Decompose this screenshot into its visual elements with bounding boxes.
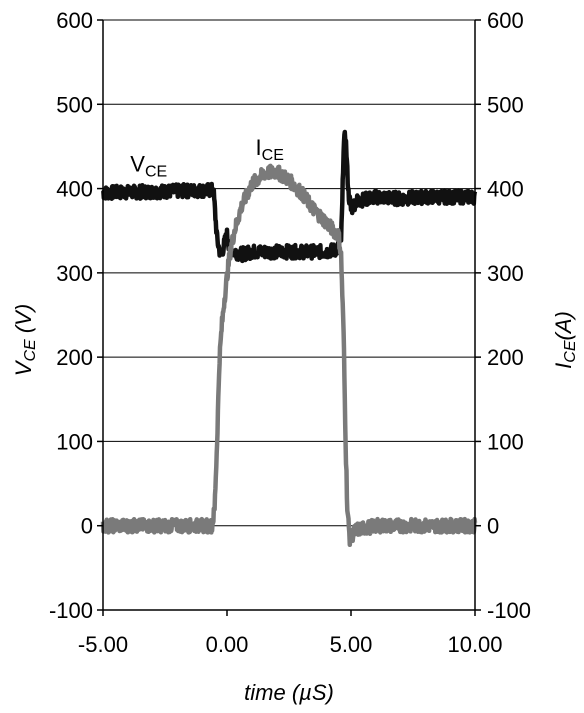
- annotations: VCE ICE: [130, 135, 284, 181]
- annotation-vce-sub: CE: [145, 164, 167, 181]
- y-tick-label-right: 400: [487, 177, 524, 202]
- series-line-1: [100, 163, 478, 548]
- x-tick-label: 5.00: [330, 632, 373, 657]
- series-layer: [100, 129, 478, 548]
- y-tick-label-left: 100: [56, 429, 93, 454]
- y-tick-label-right: 0: [487, 514, 499, 539]
- annotation-ice-sub: CE: [262, 147, 284, 164]
- y-tick-label-left: 500: [56, 92, 93, 117]
- annotation-ice: ICE: [256, 135, 284, 164]
- x-tick-label: 0.00: [206, 632, 249, 657]
- y-axis-right-title-sub: CE: [562, 340, 579, 363]
- annotation-ice-main: I: [256, 135, 262, 160]
- y-tick-label-right: 200: [487, 345, 524, 370]
- x-axis-title: time (µS): [244, 680, 334, 705]
- tick-labels: -100 -100 0 0 100 100 200 200 300 300 400 400 500 500…: [49, 8, 531, 657]
- y-tick-label-right: 500: [487, 92, 524, 117]
- y-axis-right-title-unit: (A): [551, 311, 576, 340]
- y-tick-label-left: 300: [56, 261, 93, 286]
- annotation-vce-main: V: [130, 152, 145, 177]
- x-tick-label: -5.00: [78, 632, 128, 657]
- y-tick-label-right: -100: [487, 598, 531, 623]
- y-tick-label-right: 600: [487, 8, 524, 33]
- axis-titles: time (µS) VCE (V) ICE(A): [11, 304, 579, 705]
- axes: [97, 19, 481, 616]
- y-tick-label-left: 0: [81, 514, 93, 539]
- y-axis-left-title: VCE (V): [11, 304, 39, 376]
- y-axis-right-title-main: I: [551, 363, 576, 369]
- x-tick-label: 10.00: [447, 632, 502, 657]
- y-tick-label-left: 200: [56, 345, 93, 370]
- y-axis-left-title-sub: CE: [22, 339, 39, 362]
- y-axis-left-title-main: V: [11, 359, 36, 376]
- annotation-vce: VCE: [130, 152, 167, 181]
- y-tick-label-left: 600: [56, 8, 93, 33]
- y-axis-right-title: ICE(A): [551, 311, 579, 369]
- y-axis-left-title-unit: (V): [11, 304, 36, 339]
- y-tick-label-left: -100: [49, 598, 93, 623]
- y-tick-label-right: 300: [487, 261, 524, 286]
- y-tick-label-right: 100: [487, 429, 524, 454]
- y-tick-label-left: 400: [56, 177, 93, 202]
- series-line-0: [100, 129, 478, 264]
